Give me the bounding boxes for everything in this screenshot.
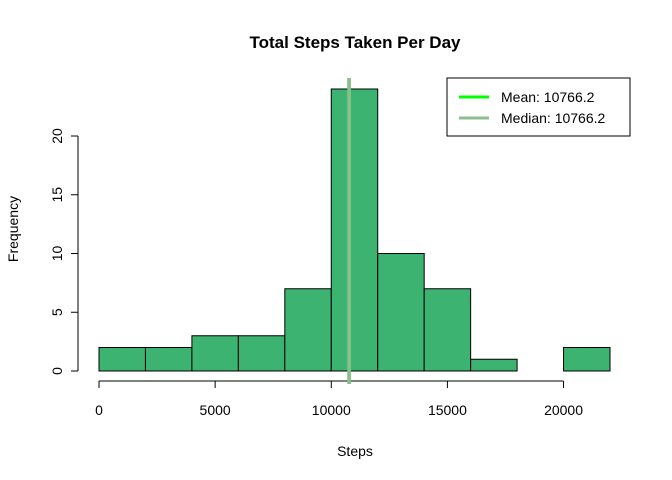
y-tick-label: 10 [49, 246, 65, 262]
legend-label: Mean: 10766.2 [501, 89, 595, 105]
x-axis-label: Steps [337, 443, 373, 459]
histogram-bar [191, 335, 239, 372]
histogram-bar [563, 347, 611, 372]
histogram-bar [144, 347, 193, 372]
histogram-bar [98, 347, 146, 372]
chart-title: Total Steps Taken Per Day [250, 33, 462, 52]
x-tick-label: 10000 [312, 402, 351, 418]
y-tick-label: 5 [49, 308, 65, 316]
histogram-bar [330, 88, 379, 372]
legend-label: Median: 10766.2 [501, 110, 606, 126]
y-axis: 0 5 10 15 20 [49, 128, 79, 375]
histogram-bar [284, 288, 332, 372]
histogram-bar [423, 288, 472, 372]
y-axis-label: Frequency [5, 196, 21, 262]
x-tick-label: 0 [95, 402, 103, 418]
legend: Mean: 10766.2 Median: 10766.2 [446, 77, 631, 137]
y-tick-label: 0 [49, 367, 65, 375]
x-axis: 0 5000 10000 15000 20000 [95, 380, 583, 418]
x-tick-label: 5000 [200, 402, 231, 418]
y-tick-label: 20 [49, 128, 65, 144]
x-tick-label: 15000 [428, 402, 467, 418]
histogram-bar [237, 335, 286, 372]
legend-box [446, 77, 631, 137]
bars-group [98, 88, 611, 372]
x-tick-label: 20000 [544, 402, 583, 418]
y-tick-label: 15 [49, 187, 65, 203]
histogram-bar [377, 253, 425, 372]
histogram-bar [470, 358, 518, 372]
